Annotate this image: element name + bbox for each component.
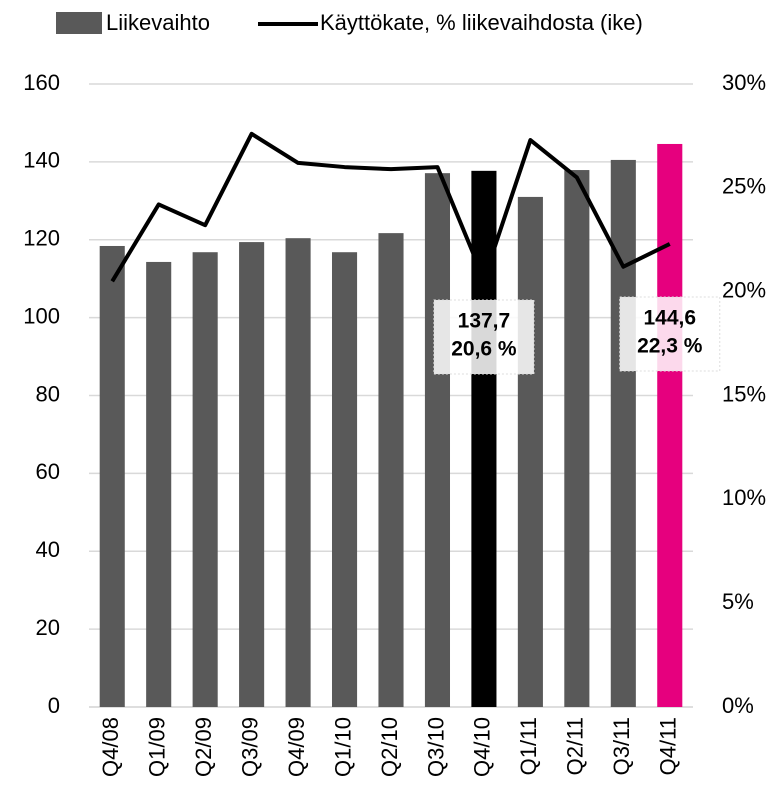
bar xyxy=(331,252,358,707)
legend-swatch xyxy=(56,12,102,34)
y-tick-label: 100 xyxy=(23,303,60,328)
x-tick-label: Q3/11 xyxy=(609,717,634,775)
x-tick-label: Q3/09 xyxy=(237,717,262,777)
value-label-box xyxy=(433,299,535,375)
bar xyxy=(99,245,125,708)
y-tick-label: 80 xyxy=(36,381,60,406)
y2-tick-label: 30% xyxy=(722,70,766,95)
y2-tick-label: 20% xyxy=(722,277,766,302)
y2-tick-label: 10% xyxy=(722,485,766,510)
y2-tick-label: 0% xyxy=(722,693,754,718)
bar xyxy=(657,143,683,707)
bar xyxy=(424,173,451,707)
bar xyxy=(378,233,404,708)
x-tick-label: Q4/09 xyxy=(284,717,309,777)
y2-tick-label: 25% xyxy=(722,174,766,199)
bar xyxy=(285,238,311,707)
y-tick-label: 160 xyxy=(23,70,60,95)
y-tick-label: 140 xyxy=(23,148,60,173)
bar xyxy=(517,196,543,707)
value-label: 137,7 xyxy=(458,310,511,333)
value-label: 144,6 xyxy=(643,307,696,330)
value-label-box xyxy=(619,296,721,372)
value-label: 20,6 % xyxy=(451,338,517,361)
x-tick-label: Q1/10 xyxy=(330,717,355,777)
x-tick-label: Q4/08 xyxy=(98,717,123,777)
y2-tick-label: 15% xyxy=(722,381,766,406)
x-tick-label: Q2/10 xyxy=(377,717,402,777)
value-label: 22,3 % xyxy=(637,335,703,358)
legend-label: Käyttökate, % liikevaihdosta (ike) xyxy=(320,10,643,35)
bar xyxy=(192,252,218,707)
line xyxy=(110,131,671,283)
bar xyxy=(146,261,172,707)
x-tick-label: Q2/11 xyxy=(563,717,588,775)
y2-tick-label: 5% xyxy=(722,589,754,614)
y-tick-label: 60 xyxy=(36,459,60,484)
x-tick-label: Q2/09 xyxy=(191,717,216,777)
bar xyxy=(564,170,590,707)
y-tick-label: 120 xyxy=(23,226,60,251)
x-tick-label: Q4/11 xyxy=(656,717,681,775)
y-tick-label: 0 xyxy=(48,693,60,718)
x-tick-label: Q1/11 xyxy=(516,717,541,775)
bar xyxy=(239,242,265,707)
legend-label: Liikevaihto xyxy=(106,10,210,35)
x-tick-label: Q1/09 xyxy=(145,717,170,777)
x-tick-label: Q3/10 xyxy=(423,717,448,777)
y-tick-label: 40 xyxy=(36,537,60,562)
x-tick-label: Q4/10 xyxy=(470,717,495,777)
y-tick-label: 20 xyxy=(36,615,60,640)
bar xyxy=(610,159,636,708)
